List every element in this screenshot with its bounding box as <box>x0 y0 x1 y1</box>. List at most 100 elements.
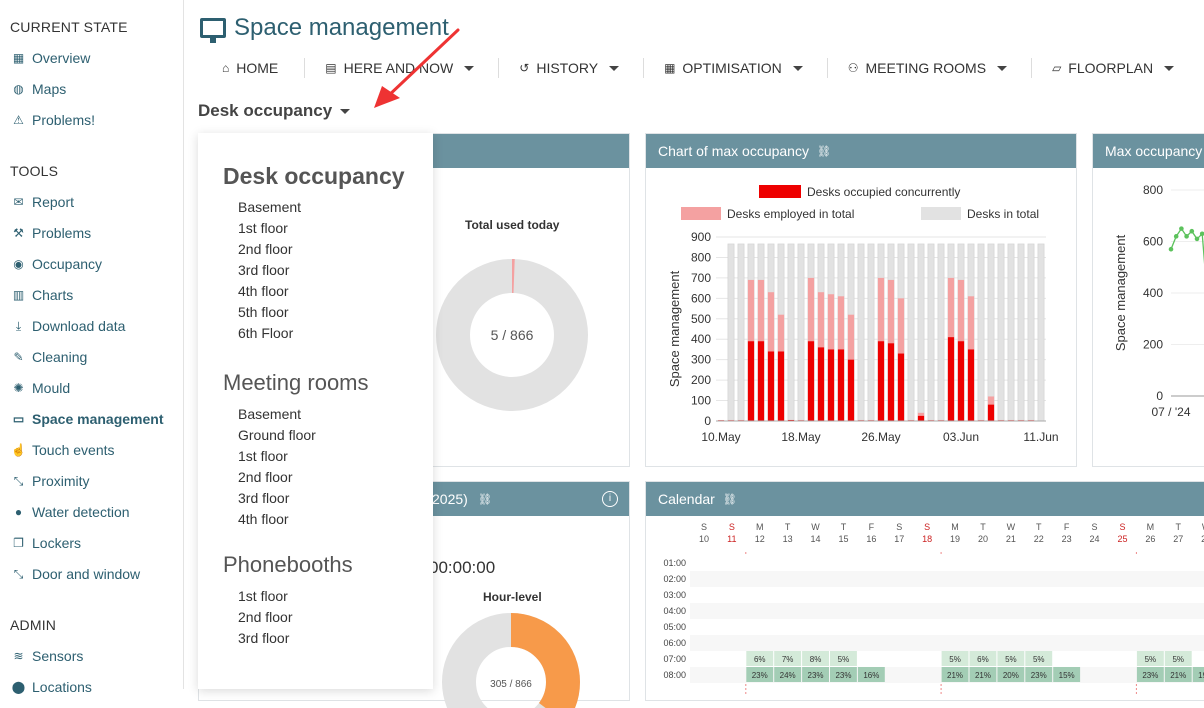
sidebar-item-sensors[interactable]: ≋ Sensors <box>11 648 83 664</box>
dropdown-item[interactable]: 1st floor <box>238 448 288 464</box>
sidebar-item-mould[interactable]: ✺ Mould <box>11 380 70 396</box>
sidebar-item-locations[interactable]: ⬤ Locations <box>11 679 92 695</box>
dropdown-heading-meeting-rooms[interactable]: Meeting rooms <box>223 370 369 395</box>
calendar-cell[interactable] <box>857 667 885 682</box>
bar-desks-in-total[interactable] <box>1007 243 1015 422</box>
calendar-cell[interactable] <box>1136 667 1164 682</box>
calendar-cell[interactable] <box>774 667 802 682</box>
bar-desks-occupied-concurrently[interactable] <box>807 341 815 421</box>
sidebar-item-overview[interactable]: ▦ Overview <box>11 50 91 66</box>
bar-desks-in-total[interactable] <box>737 243 745 422</box>
bar-desks-in-total[interactable] <box>927 243 935 422</box>
link-icon[interactable]: ⛓ <box>478 493 492 506</box>
bar-desks-occupied-concurrently[interactable] <box>967 349 975 421</box>
data-point[interactable] <box>1179 226 1184 231</box>
bar-desks-occupied-concurrently[interactable] <box>757 341 765 421</box>
bar-desks-in-total[interactable] <box>787 243 795 422</box>
info-icon[interactable]: i <box>602 491 618 507</box>
bar-desks-occupied-concurrently[interactable] <box>817 347 825 421</box>
calendar-cell[interactable] <box>997 651 1025 666</box>
sidebar-item-lockers[interactable]: ❐ Lockers <box>11 535 81 551</box>
sidebar-item-water-detection[interactable]: ● Water detection <box>11 504 130 520</box>
sidebar-item-problems[interactable]: ⚒ Problems <box>11 225 91 241</box>
bar-desks-in-total[interactable] <box>1027 243 1035 422</box>
bar-desks-occupied-concurrently[interactable] <box>847 359 855 421</box>
bar-desks-in-total[interactable] <box>727 243 735 422</box>
bar-desks-occupied-concurrently[interactable] <box>827 349 835 421</box>
data-point[interactable] <box>1194 236 1200 242</box>
calendar-cell[interactable] <box>830 667 857 682</box>
calendar-cell[interactable] <box>941 651 969 666</box>
bar-desks-in-total[interactable] <box>1017 243 1025 422</box>
bar-desks-in-total[interactable] <box>987 243 995 422</box>
bar-desks-occupied-concurrently[interactable] <box>957 341 965 421</box>
dropdown-item[interactable]: 4th floor <box>238 511 289 527</box>
dropdown-item[interactable]: Ground floor <box>238 427 316 443</box>
bar-desks-in-total[interactable] <box>937 243 945 422</box>
dropdown-item[interactable]: 5th floor <box>238 304 289 320</box>
sidebar-item-charts[interactable]: ▥ Charts <box>11 287 73 303</box>
dropdown-item[interactable]: Basement <box>238 199 302 215</box>
bar-desks-occupied-concurrently[interactable] <box>837 349 845 421</box>
dropdown-item[interactable]: 2nd floor <box>238 609 293 625</box>
bar-desks-occupied-concurrently[interactable] <box>877 341 885 421</box>
sidebar-item-problems[interactable]: ⚠ Problems! <box>11 112 95 128</box>
tab-here-and-now[interactable]: ▤ HERE AND NOW <box>305 60 498 76</box>
calendar-cell[interactable] <box>997 667 1025 682</box>
sidebar-item-proximity[interactable]: ⤡ Proximity <box>11 473 90 489</box>
calendar-cell[interactable] <box>802 651 829 666</box>
dropdown-item[interactable]: 2nd floor <box>238 469 293 485</box>
sidebar-item-maps[interactable]: ◍ Maps <box>11 81 66 97</box>
dropdown-item[interactable]: 2nd floor <box>238 241 293 257</box>
data-point[interactable] <box>1173 234 1179 239</box>
desk-occupancy-selector[interactable]: Desk occupancy <box>198 101 351 121</box>
dropdown-heading-phonebooths[interactable]: Phonebooths <box>223 552 353 577</box>
calendar-cell[interactable] <box>746 651 774 666</box>
calendar-cell[interactable] <box>802 667 829 682</box>
dropdown-item[interactable]: 3rd floor <box>238 262 290 278</box>
bar-desks-in-total[interactable] <box>907 243 915 422</box>
bar-desks-in-total[interactable] <box>867 243 875 422</box>
calendar-cell[interactable] <box>746 667 774 682</box>
calendar-cell[interactable] <box>941 667 969 682</box>
data-point[interactable] <box>1199 231 1204 237</box>
sidebar-item-occupancy[interactable]: ◉ Occupancy <box>11 256 102 272</box>
bar-desks-in-total[interactable] <box>997 243 1005 422</box>
bar-desks-occupied-concurrently[interactable] <box>987 404 995 421</box>
bar-desks-occupied-concurrently[interactable] <box>947 337 955 421</box>
dropdown-item[interactable]: 6th Floor <box>238 325 294 341</box>
sidebar-item-touch-events[interactable]: ☝ Touch events <box>11 442 114 458</box>
calendar-cell[interactable] <box>1164 667 1192 682</box>
dropdown-item[interactable]: 1st floor <box>238 588 288 604</box>
bar-desks-occupied-concurrently[interactable] <box>777 351 785 421</box>
tab-floorplan[interactable]: ▱ FLOORPLAN <box>1032 60 1198 76</box>
dropdown-item[interactable]: 3rd floor <box>238 490 290 506</box>
bar-desks-occupied-concurrently[interactable] <box>787 419 795 421</box>
sidebar-item-download-data[interactable]: ⤓ Download data <box>11 318 126 334</box>
bar-desks-in-total[interactable] <box>1037 243 1045 422</box>
dropdown-item[interactable]: 3rd floor <box>238 630 290 646</box>
tab-home[interactable]: ⌂ HOME <box>208 60 304 76</box>
dropdown-heading-desk-occupancy[interactable]: Desk occupancy <box>223 163 405 189</box>
data-point[interactable] <box>1189 228 1195 234</box>
link-icon[interactable]: ⛓ <box>722 493 737 506</box>
tab-history[interactable]: ↺ HISTORY <box>499 60 643 76</box>
bar-desks-in-total[interactable] <box>917 243 925 422</box>
data-point[interactable] <box>1184 234 1189 239</box>
bar-desks-in-total[interactable] <box>797 243 805 422</box>
bar-desks-occupied-concurrently[interactable] <box>747 341 755 421</box>
bar-desks-occupied-concurrently[interactable] <box>767 351 775 421</box>
bar-desks-occupied-concurrently[interactable] <box>917 415 925 421</box>
bar-desks-in-total[interactable] <box>857 243 865 422</box>
sidebar-item-cleaning[interactable]: ✎ Cleaning <box>11 349 87 365</box>
calendar-cell[interactable] <box>1136 651 1164 666</box>
dropdown-item[interactable]: Basement <box>238 406 302 422</box>
calendar-cell[interactable] <box>969 667 997 682</box>
sidebar-item-space-management[interactable]: ▭ Space management <box>11 411 164 427</box>
data-point[interactable] <box>1168 246 1174 252</box>
calendar-cell[interactable] <box>1192 667 1204 682</box>
calendar-cell[interactable] <box>830 651 857 666</box>
calendar-cell[interactable] <box>1164 651 1192 666</box>
sidebar-item-report[interactable]: ✉ Report <box>11 194 74 210</box>
calendar-cell[interactable] <box>774 651 802 666</box>
